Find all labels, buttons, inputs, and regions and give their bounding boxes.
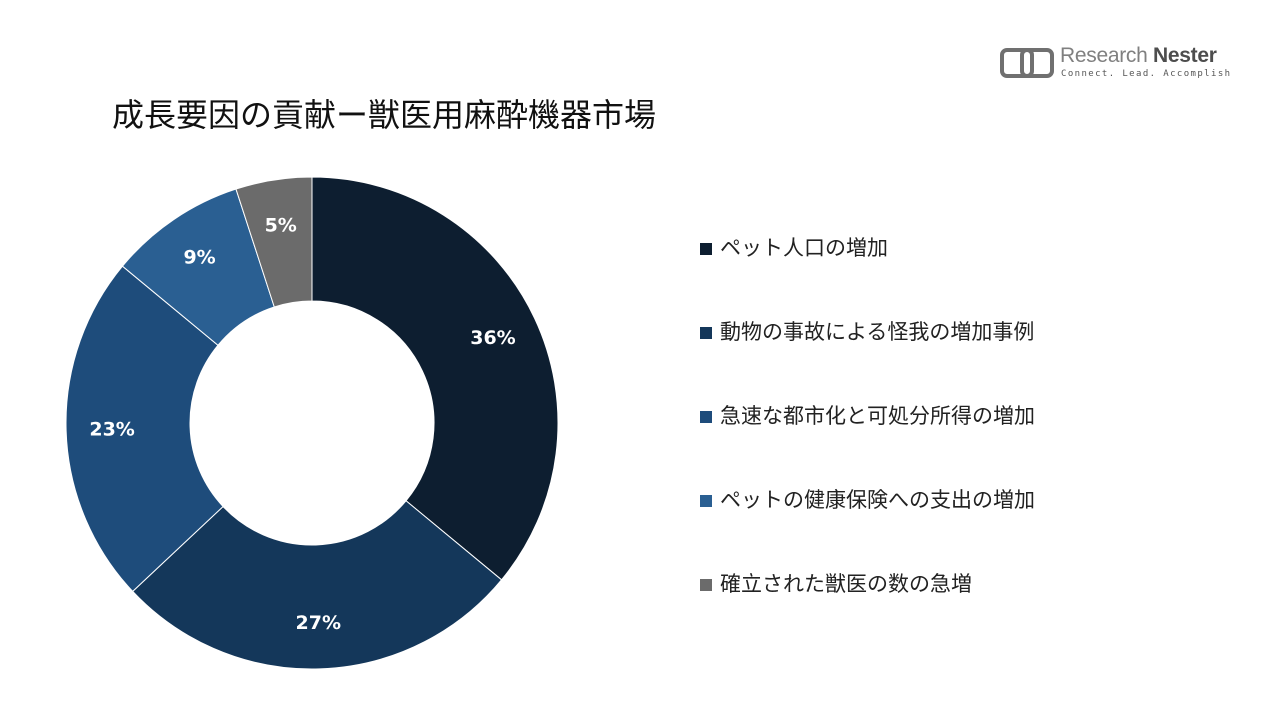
legend-label-3: 急速な都市化と可処分所得の増加 xyxy=(720,404,1035,428)
brand-name: Research Nester xyxy=(1060,44,1217,68)
donut-slice-2 xyxy=(131,500,503,670)
legend-item-2: 動物の事故による怪我の増加事例 xyxy=(700,314,1035,398)
donut-slice-1 xyxy=(311,176,559,581)
brand-tagline: Connect. Lead. Accomplish xyxy=(1061,69,1232,79)
slice-value-label-4: 9% xyxy=(183,247,215,269)
donut-slices xyxy=(65,176,559,670)
legend-swatch-5 xyxy=(700,579,712,591)
slice-value-label-1: 36% xyxy=(470,327,515,349)
legend-swatch-2 xyxy=(700,327,712,339)
slice-value-label-5: 5% xyxy=(265,214,297,236)
legend-swatch-4 xyxy=(700,495,712,507)
chart-title: 成長要因の貢献ー獣医用麻酔機器市場 xyxy=(112,96,657,134)
donut-slice-3 xyxy=(65,265,224,593)
slice-value-label-3: 23% xyxy=(89,418,134,440)
legend-swatch-3 xyxy=(700,411,712,423)
legend-item-5: 確立された獣医の数の急増 xyxy=(700,566,1035,650)
brand-logo: Research Nester Connect. Lead. Accomplis… xyxy=(1000,44,1230,84)
legend-label-1: ペット人口の増加 xyxy=(720,236,888,260)
legend-item-1: ペット人口の増加 xyxy=(700,230,1035,314)
donut-labels: 36% 27% 23% 9% 5% xyxy=(89,214,515,633)
brand-name-bold: Nester xyxy=(1153,44,1217,67)
legend-label-5: 確立された獣医の数の急増 xyxy=(720,572,972,596)
donut-slice-5 xyxy=(235,176,313,308)
legend-label-4: ペットの健康保険への支出の増加 xyxy=(720,488,1035,512)
legend-item-4: ペットの健康保険への支出の増加 xyxy=(700,482,1035,566)
slice-value-label-2: 27% xyxy=(296,612,341,634)
brand-name-light: Research xyxy=(1060,44,1148,67)
legend-item-3: 急速な都市化と可処分所得の増加 xyxy=(700,398,1035,482)
legend-swatch-1 xyxy=(700,243,712,255)
legend-label-2: 動物の事故による怪我の増加事例 xyxy=(720,320,1035,344)
brand-mark-icon xyxy=(1000,48,1054,78)
chart-legend: ペット人口の増加動物の事故による怪我の増加事例 急速な都市化と可処分所得の増加 ペッ… xyxy=(700,230,1035,650)
